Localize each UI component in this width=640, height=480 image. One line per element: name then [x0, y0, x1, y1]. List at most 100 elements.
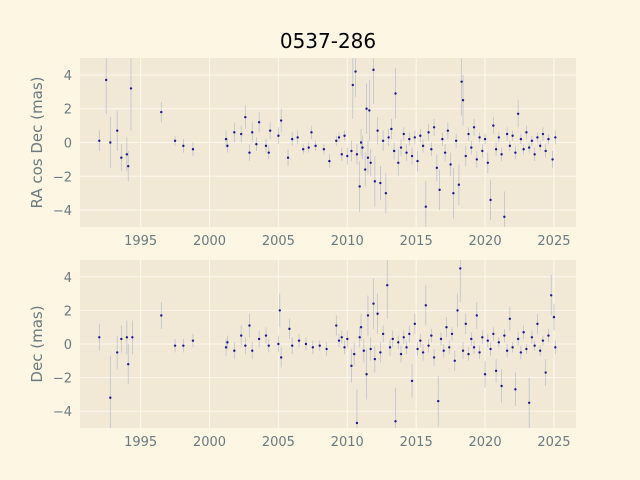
data-point	[182, 144, 185, 148]
data-point	[453, 359, 456, 362]
data-point	[519, 137, 523, 141]
data-point	[405, 346, 408, 349]
data-point	[430, 334, 433, 337]
data-point	[359, 141, 363, 144]
data-point	[413, 322, 416, 326]
y-tick-label: −2	[53, 372, 72, 387]
data-point	[416, 159, 419, 163]
data-point	[160, 110, 163, 114]
data-point	[541, 132, 545, 136]
data-point	[408, 137, 411, 141]
x-tick-label: 2000	[193, 234, 226, 249]
data-point	[125, 336, 129, 339]
data-point	[394, 92, 397, 95]
data-point	[405, 151, 408, 154]
data-point	[475, 158, 478, 161]
data-point	[379, 181, 382, 185]
grid-ra	[80, 58, 576, 227]
data-point	[337, 136, 341, 139]
data-point	[358, 185, 361, 188]
data-point	[257, 337, 261, 341]
data-point	[381, 139, 385, 143]
data-point	[550, 294, 553, 297]
chart-title: 0537-286	[280, 29, 376, 53]
data-point	[127, 164, 130, 168]
data-point	[350, 364, 353, 368]
data-point	[297, 339, 301, 342]
data-point	[116, 351, 119, 354]
data-point	[489, 198, 492, 202]
data-point	[288, 327, 291, 331]
y-tick-label: −2	[53, 170, 72, 185]
y-tick-label: 4	[64, 271, 72, 286]
data-point	[460, 80, 463, 83]
data-point	[494, 148, 498, 151]
data-point	[240, 132, 243, 136]
data-point	[544, 149, 547, 153]
data-point	[530, 336, 534, 339]
data-point	[372, 68, 375, 72]
data-point	[399, 352, 403, 356]
data-point	[481, 336, 484, 339]
data-point	[522, 148, 525, 151]
data-point	[173, 139, 177, 143]
data-point	[547, 137, 550, 141]
y-tick-label: 2	[64, 304, 72, 319]
data-point	[427, 344, 430, 347]
y-tick-label: 0	[64, 338, 72, 353]
data-point	[286, 156, 290, 159]
data-point	[251, 131, 254, 134]
x-tick-label: 2010	[331, 435, 364, 450]
data-point	[461, 349, 465, 352]
data-point	[481, 149, 484, 153]
x-tick-label: 2020	[469, 234, 502, 249]
data-point	[448, 346, 451, 349]
points-dec	[98, 267, 557, 425]
data-point	[442, 349, 445, 352]
data-point	[419, 134, 422, 137]
data-point	[381, 332, 385, 336]
data-point	[318, 344, 321, 347]
data-point	[511, 346, 514, 349]
data-point	[544, 371, 547, 374]
data-point	[547, 334, 550, 337]
data-point	[508, 317, 512, 320]
data-point	[226, 144, 229, 148]
data-point	[446, 129, 450, 132]
x-tick-label: 1995	[124, 435, 157, 450]
data-point	[251, 349, 254, 352]
data-point	[191, 148, 195, 151]
x-tick-label: 2025	[537, 435, 570, 450]
data-point	[355, 421, 359, 425]
data-point	[233, 349, 236, 352]
data-point	[387, 136, 390, 139]
data-point	[290, 137, 294, 141]
y-tick-label: 2	[64, 103, 72, 118]
data-point	[470, 146, 473, 149]
x-ticks-dec: 1995 2000 2005 2010 2015 2020 2025	[124, 435, 570, 450]
data-point	[340, 336, 343, 339]
data-point	[116, 129, 119, 132]
data-point	[454, 139, 458, 143]
data-point	[416, 347, 419, 351]
data-point	[361, 146, 364, 149]
y-tick-label: 4	[64, 69, 72, 84]
data-point	[522, 331, 525, 334]
x-tick-label: 2005	[262, 234, 295, 249]
data-point	[486, 161, 490, 164]
data-point	[328, 159, 331, 163]
data-point	[366, 156, 370, 159]
data-point	[376, 129, 379, 132]
data-point	[435, 166, 439, 170]
data-point	[267, 344, 270, 347]
data-point	[182, 344, 185, 347]
data-point	[497, 136, 501, 139]
data-point	[519, 351, 523, 354]
data-point	[388, 346, 392, 349]
data-point	[335, 324, 338, 327]
data-point	[424, 205, 428, 208]
data-point	[226, 341, 229, 344]
data-point	[337, 339, 341, 342]
data-point	[483, 137, 487, 141]
data-point	[516, 337, 520, 341]
